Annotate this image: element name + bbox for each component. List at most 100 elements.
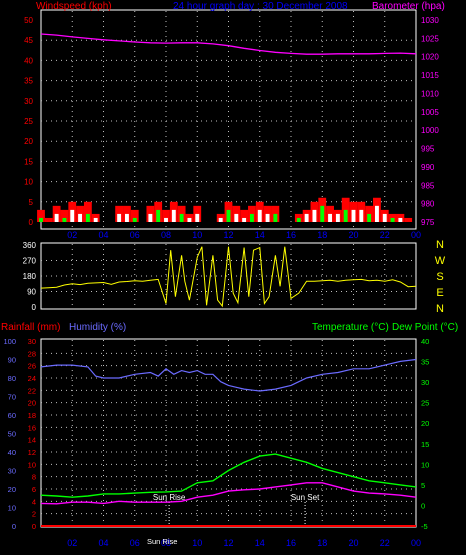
direction-tick-label: 180 (23, 272, 37, 281)
gust-bar (388, 213, 397, 222)
barometer-tick-label: 1030 (421, 16, 439, 25)
barometer-tick-label: 1015 (421, 71, 439, 80)
rainfall-tick-label: 16 (28, 423, 36, 432)
wind-bars (39, 205, 403, 222)
rainfall-tick-label: 4 (32, 497, 36, 506)
gust-bar (44, 217, 53, 222)
wind-bar (54, 213, 59, 222)
rainfall-tick-label: 2 (32, 510, 36, 519)
rainfall-tick-label: 26 (28, 362, 36, 371)
barometer-tick-label: 1010 (421, 89, 439, 98)
hour-tick-label: 16 (286, 538, 296, 548)
wind-bar (296, 217, 301, 222)
humidity-tick-label: 20 (8, 485, 16, 494)
humidity-tick-label: 100 (3, 337, 16, 346)
temperature-tick-label: 10 (421, 460, 429, 469)
humidity-ticks: 0 10 20 30 40 50 60 70 80 90 100 (3, 337, 16, 531)
windspeed-tick-label: 35 (24, 77, 33, 86)
temperature-ticks: -5 0 5 10 15 20 25 30 35 40 (421, 337, 429, 531)
compass-letter: N (436, 239, 444, 251)
hour-tick-label: 12 (223, 538, 233, 548)
wind-bar (62, 217, 67, 222)
wind-bar (304, 213, 309, 222)
gust-bar (83, 201, 92, 222)
hour-tick-label: 22 (380, 538, 390, 548)
rainfall-tick-label: 22 (28, 386, 36, 395)
rainfall-tick-label: 12 (28, 448, 36, 457)
gust-bar (162, 209, 170, 222)
wind-bar (124, 213, 129, 222)
wind-bar (390, 217, 395, 222)
sun-marker-label: Sun Rise (153, 493, 186, 502)
wind-bar (343, 209, 348, 222)
barometer-tick-label: 995 (421, 145, 435, 154)
humidity-tick-label: 10 (8, 504, 16, 513)
temperature-tick-label: 35 (421, 358, 429, 367)
temperature-tick-label: 20 (421, 419, 429, 428)
temperature-axis-title: Temperature (°C) (312, 322, 389, 333)
gust-bar (240, 209, 249, 222)
windspeed-tick-label: 5 (29, 198, 34, 207)
panel1-barometer-ticks: 975 980 985 990 995 1000 1005 1010 1015 1020 1025 1… (421, 16, 439, 227)
wind-bar (195, 213, 200, 222)
rainfall-tick-label: 28 (28, 349, 36, 358)
hour-tick-label: 08 (161, 230, 171, 240)
wind-bar (335, 213, 340, 222)
wind-bar (328, 213, 333, 222)
panel1-frame (40, 9, 417, 230)
temperature-tick-label: 30 (421, 378, 429, 387)
gust-bar (60, 209, 69, 222)
hour-tick-label: 16 (286, 230, 296, 240)
gust-bar (396, 213, 405, 222)
humidity-tick-label: 0 (12, 522, 16, 531)
panel3-grid (41, 340, 416, 526)
rainfall-tick-label: 30 (28, 337, 36, 346)
wind-bar (164, 217, 168, 222)
wind-direction-line (40, 246, 417, 308)
gust-bar (185, 213, 194, 222)
hour-tick-label: 04 (98, 230, 108, 240)
hour-tick-label: 12 (223, 230, 233, 240)
wind-bar (187, 217, 192, 222)
barometer-tick-label: 980 (421, 200, 435, 209)
direction-tick-label: 360 (23, 241, 37, 250)
humidity-tick-label: 90 (8, 356, 16, 365)
windspeed-tick-label: 15 (24, 157, 33, 166)
temperature-tick-label: 5 (421, 481, 425, 490)
windspeed-tick-label: 0 (29, 218, 34, 227)
hour-tick-label: 14 (255, 538, 265, 548)
hour-tick-label: 20 (348, 538, 358, 548)
temperature-tick-label: -5 (421, 522, 428, 531)
hour-tick-label: 22 (380, 230, 390, 240)
gust-bar (294, 213, 303, 222)
panel2-degree-ticks: 0 90 180 270 360 (23, 241, 37, 312)
barometer-tick-label: 1000 (421, 126, 439, 135)
rainfall-tick-label: 14 (28, 436, 36, 445)
hour-tick-label: 14 (255, 230, 265, 240)
barometer-tick-label: 990 (421, 163, 435, 172)
wind-bar (367, 213, 372, 222)
panel1-hour-ticks: 02 04 06 08 10 12 14 16 18 20 22 00 (67, 230, 421, 240)
hour-tick-label: 06 (130, 538, 140, 548)
wind-bar (117, 213, 122, 222)
wind-bar (39, 217, 43, 222)
wind-bar (234, 213, 239, 222)
direction-tick-label: 90 (27, 288, 36, 297)
rainfall-tick-label: 10 (28, 460, 36, 469)
wind-bar (70, 209, 75, 222)
wind-bar (374, 205, 379, 222)
compass-letter: W (435, 255, 446, 267)
barometer-tick-label: 1025 (421, 34, 439, 43)
windspeed-tick-label: 30 (24, 97, 33, 106)
barometer-tick-label: 975 (421, 218, 435, 227)
temperature-tick-label: 40 (421, 337, 429, 346)
rainfall-tick-label: 8 (32, 473, 36, 482)
sun-marker-label: Sun Set (291, 493, 320, 502)
panel1-grid (41, 11, 416, 228)
humidity-axis-title: Humidity (%) (69, 322, 126, 333)
wind-bar (351, 209, 356, 222)
hour-tick-label: 02 (67, 538, 77, 548)
direction-tick-label: 270 (23, 257, 37, 266)
wind-bar (312, 209, 317, 222)
